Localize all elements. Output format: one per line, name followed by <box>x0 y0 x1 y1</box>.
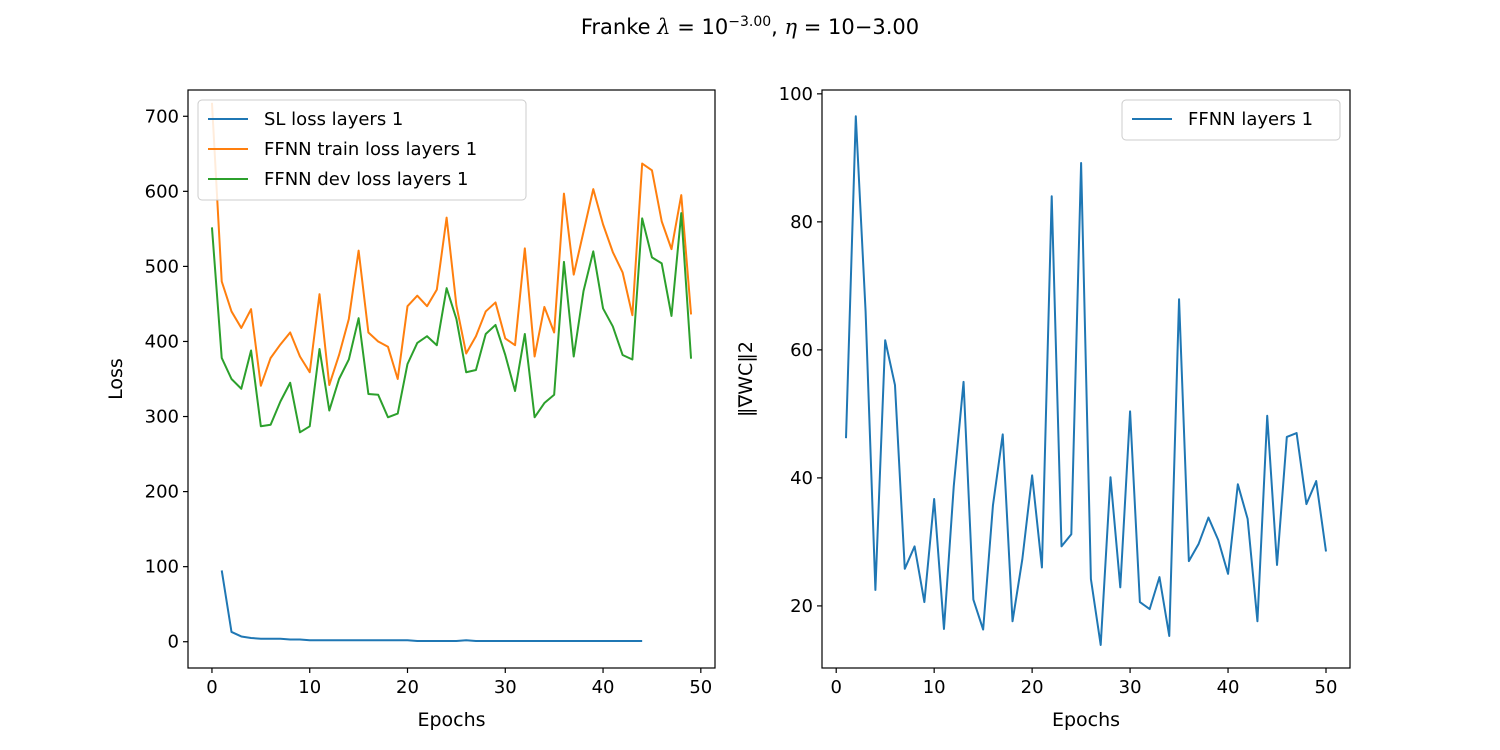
title-prefix: Franke <box>580 15 658 39</box>
legend-entry: FFNN layers 1 <box>1188 109 1313 130</box>
x-axis-label: Epochs <box>417 709 485 731</box>
series-line-ffnn-dev-loss-layers-1 <box>210 212 693 434</box>
y-axis-label: Loss <box>105 358 127 400</box>
series-line-ffnn-layers-1 <box>845 115 1327 646</box>
y-tick-label: 40 <box>790 468 813 489</box>
x-tick-label: 10 <box>923 677 946 698</box>
legend-entry: SL loss layers 1 <box>264 109 403 130</box>
y-tick-label: 100 <box>145 557 179 578</box>
legend: FFNN layers 1 <box>1121 99 1341 141</box>
title-separator: , <box>771 15 785 39</box>
legend-frame <box>197 99 527 201</box>
y-tick-label: 700 <box>145 106 179 127</box>
title-lambda-exponent: −3.00 <box>728 14 772 30</box>
x-tick-label: 30 <box>1119 677 1142 698</box>
y-tick-label: 500 <box>145 256 179 277</box>
x-tick-label: 0 <box>206 677 217 698</box>
x-tick-label: 10 <box>298 677 321 698</box>
chart-2: 0 10 20 30 40 50 20 40 60 80 100 Epochs ‖∇WC‖2 FFNN l… <box>735 84 1351 731</box>
x-tick-label: 40 <box>1217 677 1240 698</box>
series-line-ffnn-train-loss-layers-1 <box>210 102 693 387</box>
x-tick-label: 0 <box>830 677 841 698</box>
y-tick-label: 0 <box>168 632 179 653</box>
y-tick-label: 100 <box>779 84 813 105</box>
x-tick-label: 50 <box>689 677 712 698</box>
series-line-sl-loss-layers-1 <box>220 570 643 642</box>
x-axis-label: Epochs <box>1052 709 1120 731</box>
title-eta-eq: = 10−3.00 <box>797 15 920 39</box>
x-tick-label: 30 <box>494 677 517 698</box>
y-tick-label: 60 <box>790 340 813 361</box>
x-tick-label: 40 <box>592 677 615 698</box>
axes-frame <box>187 89 716 669</box>
y-tick-label: 20 <box>790 596 813 617</box>
axes-frame <box>821 89 1351 669</box>
x-tick-label: 20 <box>1021 677 1044 698</box>
chart-1: 0 10 20 30 40 500100200300400500600700EpochsL… <box>105 89 716 731</box>
y-tick-label: 200 <box>145 482 179 503</box>
y-axis-label: ‖∇WC‖2 <box>735 341 757 417</box>
figure-title: Franke λ = 10−3.00, η = 10−3.00 <box>0 14 1500 39</box>
x-tick-label: 50 <box>1315 677 1338 698</box>
legend-frame <box>1121 99 1341 141</box>
y-tick-label: 80 <box>790 212 813 233</box>
y-tick-label: 300 <box>145 407 179 428</box>
title-lambda-symbol: λ <box>657 15 671 39</box>
legend-entry: FFNN dev loss layers 1 <box>264 169 468 190</box>
y-tick-label: 400 <box>145 331 179 352</box>
title-lambda-eq: = 10 <box>670 15 729 39</box>
legend-entry: FFNN train loss layers 1 <box>264 139 477 160</box>
y-tick-label: 600 <box>145 181 179 202</box>
x-tick-label: 20 <box>396 677 419 698</box>
legend: SL loss layers 1 FFNN train loss layers 1… <box>197 99 527 201</box>
title-eta-symbol: η <box>784 15 798 39</box>
